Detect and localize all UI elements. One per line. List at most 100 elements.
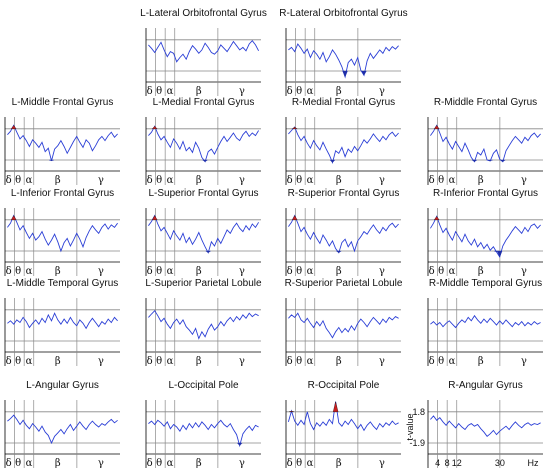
band-label: δ	[287, 86, 293, 97]
band-label: δ	[147, 266, 153, 277]
panel-l-mid-fg: L-Middle Frontal Gyrus δ θ α β γ	[4, 97, 120, 186]
band-label: θ	[296, 458, 302, 469]
band-label: α	[307, 175, 314, 186]
trace-line	[7, 214, 118, 253]
y-axis-label: t-value	[405, 413, 415, 440]
band-label: γ	[98, 458, 104, 469]
negative-peak-marker	[342, 70, 348, 78]
panel-title: R-Superior Frontal Gyrus	[288, 188, 400, 199]
band-label: γ	[521, 175, 527, 186]
band-label: γ	[98, 266, 104, 277]
panel-title: L-Lateral Orbitofrontal Gyrus	[140, 8, 267, 19]
band-label: α	[449, 266, 456, 277]
trace-line	[148, 214, 259, 254]
band-label: α	[307, 266, 314, 277]
panel-title: R-Angular Gyrus	[448, 380, 522, 391]
positive-peak-marker	[291, 126, 298, 129]
trace-line	[148, 309, 259, 340]
panel-r-sup-fg: R-Superior Frontal Gyrus δ θ α β γ	[285, 188, 401, 277]
band-label: γ	[521, 356, 527, 367]
trace-line	[148, 125, 259, 163]
band-label: θ	[296, 356, 302, 367]
panel-r-inf-fg: R-Inferior Frontal Gyrus δ θ α β γ	[427, 188, 543, 277]
x-tick-label: 12	[452, 458, 462, 468]
band-label: δ	[429, 356, 435, 367]
panel-l-mid-tg: L-Middle Temporal Gyrus δ θ α β γ	[4, 278, 120, 367]
band-label: β	[196, 266, 202, 277]
positive-peak-marker	[10, 215, 17, 220]
band-label: θ	[438, 356, 444, 367]
band-label: δ	[287, 458, 293, 469]
band-label: γ	[379, 356, 385, 367]
panel-title: R-Inferior Frontal Gyrus	[433, 188, 538, 199]
panel-title: R-Medial Frontal Gyrus	[292, 97, 395, 108]
positive-peak-marker	[151, 215, 158, 220]
band-label: β	[196, 175, 202, 186]
band-label: θ	[15, 175, 21, 186]
panel-r-sup-pl: R-Superior Parietal Lobule δ θ α β γ	[285, 278, 403, 367]
trace-line	[7, 414, 118, 445]
trace-line	[430, 215, 541, 258]
negative-peak-marker	[335, 250, 342, 253]
panel-l-sup-pl: L-Superior Parietal Lobule δ θ α β γ	[145, 278, 262, 367]
band-label: γ	[521, 266, 527, 277]
panel-l-lat-ofg: L-Lateral Orbitofrontal Gyrus δ θ α β γ	[140, 8, 267, 97]
band-label: γ	[379, 86, 385, 97]
band-label: β	[55, 266, 61, 277]
panel-title: R-Middle Frontal Gyrus	[434, 97, 537, 108]
band-label: θ	[156, 266, 162, 277]
band-label: δ	[287, 175, 293, 186]
band-label: δ	[6, 458, 12, 469]
positive-peak-marker	[10, 125, 17, 129]
positive-peak-marker	[151, 126, 158, 129]
band-label: α	[307, 458, 314, 469]
panel-r-mid-tg: R-Middle Temporal Gyrus δ θ α β γ	[427, 278, 543, 367]
y-tick-label: -1.9	[409, 438, 425, 448]
band-label: θ	[438, 266, 444, 277]
band-label: α	[167, 266, 174, 277]
band-label: θ	[156, 175, 162, 186]
trace-line	[430, 415, 541, 437]
band-label: β	[55, 175, 61, 186]
band-label: θ	[156, 86, 162, 97]
band-label: γ	[239, 86, 245, 97]
x-tick-label: Hz	[528, 458, 539, 468]
band-label: α	[307, 356, 314, 367]
band-label: β	[55, 356, 61, 367]
panel-title: L-Middle Frontal Gyrus	[12, 97, 114, 108]
band-label: δ	[147, 458, 153, 469]
band-label: θ	[156, 356, 162, 367]
band-label: δ	[287, 266, 293, 277]
positive-peak-marker	[332, 401, 339, 412]
band-label: α	[26, 356, 33, 367]
trace-line	[288, 126, 399, 164]
panel-l-ang-g: L-Angular Gyrus δ θ α β γ	[4, 380, 120, 469]
negative-peak-marker	[471, 159, 478, 162]
band-label: β	[478, 356, 484, 367]
trace-line	[287, 401, 399, 432]
band-label: α	[449, 356, 456, 367]
panel-l-med-fg: L-Medial Frontal Gyrus δ θ α β γ	[145, 97, 261, 186]
positive-peak-marker	[288, 410, 295, 412]
panel-title: R-Lateral Orbitofrontal Gyrus	[279, 8, 407, 19]
band-label: γ	[98, 175, 104, 186]
negative-peak-marker	[205, 250, 212, 253]
band-label: θ	[438, 175, 444, 186]
panel-title: L-Superior Parietal Lobule	[145, 278, 262, 289]
band-label: γ	[239, 266, 245, 277]
panel-r-mid-fg: R-Middle Frontal Gyrus δ θ α β γ	[427, 97, 543, 186]
band-label: θ	[296, 86, 302, 97]
panel-l-sup-fg: L-Superior Frontal Gyrus δ θ α β γ	[145, 188, 261, 277]
panel-l-inf-fg: L-Inferior Frontal Gyrus δ θ α β γ	[4, 188, 120, 277]
band-label: β	[336, 175, 342, 186]
band-label: δ	[6, 175, 12, 186]
x-tick-label: 4	[435, 458, 440, 468]
panel-title: L-Middle Temporal Gyrus	[7, 278, 119, 289]
trace-line	[288, 214, 399, 254]
band-label: β	[336, 356, 342, 367]
positive-peak-marker	[433, 125, 440, 129]
trace-line	[288, 312, 399, 339]
panel-title: L-Occipital Pole	[168, 380, 238, 391]
